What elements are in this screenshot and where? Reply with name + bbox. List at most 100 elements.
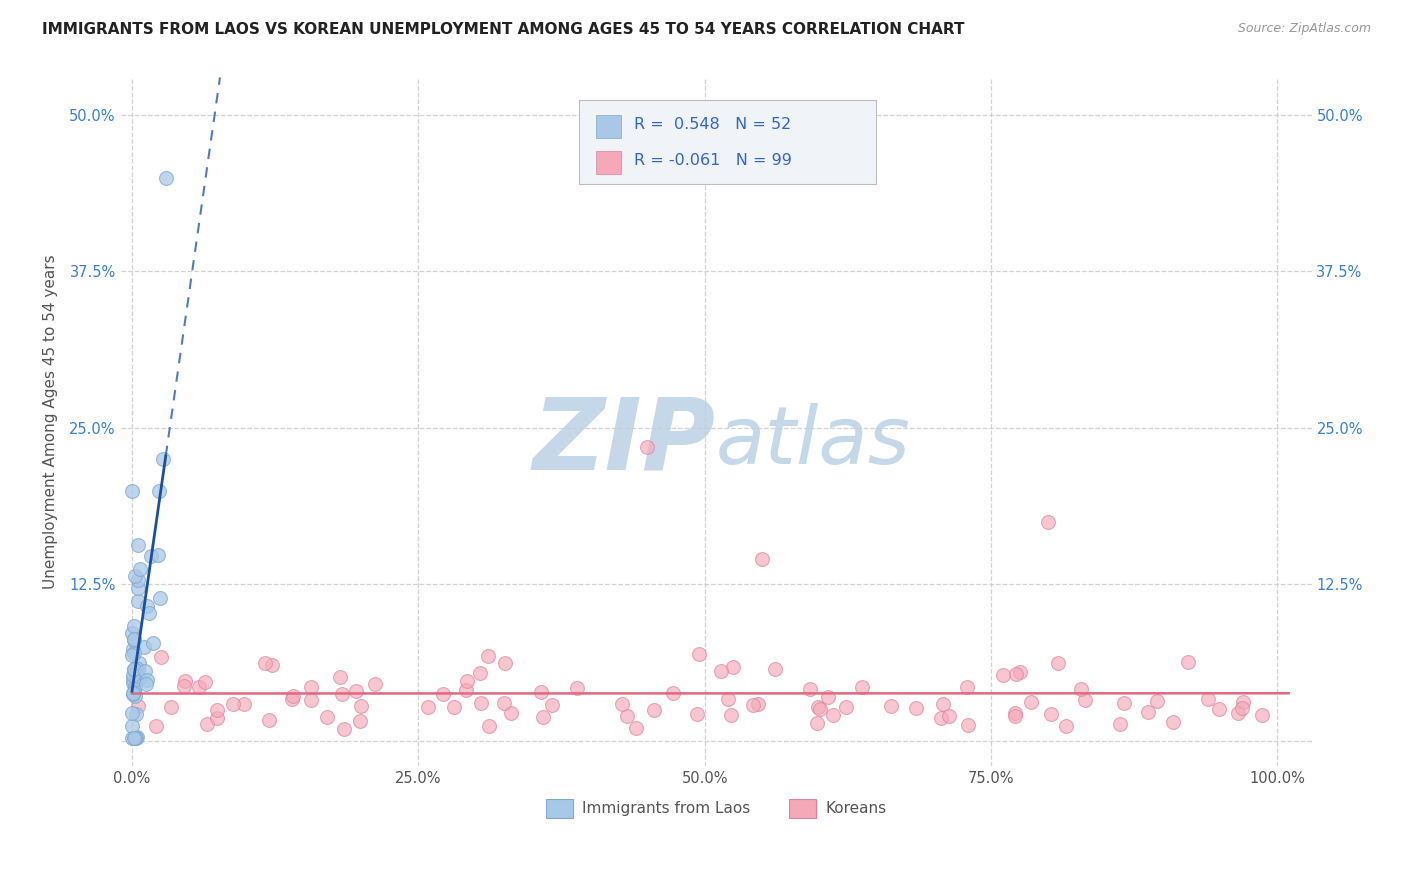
Text: Source: ZipAtlas.com: Source: ZipAtlas.com [1237,22,1371,36]
Point [135,599,157,613]
Point [124,731,146,746]
Point [330,687,353,701]
Point [350,699,373,714]
Point [349,714,371,728]
Point [121,731,143,746]
Point [808,702,831,716]
Point [129,671,152,685]
Point [610,697,633,711]
Point [443,700,465,714]
Point [139,549,162,563]
Point [129,562,152,576]
Point [281,692,304,706]
Point [124,680,146,694]
Point [316,710,339,724]
Point [121,626,143,640]
Point [418,700,440,714]
Point [187,680,209,694]
Point [124,731,146,746]
Point [1019,695,1042,709]
Point [904,701,927,715]
Point [454,682,477,697]
Point [1039,706,1062,721]
Point [456,673,478,688]
Point [195,717,218,731]
Point [124,731,146,746]
Point [122,663,145,677]
Point [1232,695,1254,709]
Text: R =  0.548   N = 52: R = 0.548 N = 52 [634,117,792,132]
Point [799,681,821,696]
Point [124,689,146,703]
Point [332,722,354,736]
Point [121,648,143,663]
Point [145,718,167,732]
Point [125,706,148,721]
Point [1008,665,1031,680]
Point [835,700,858,714]
Point [1112,696,1135,710]
Point [121,706,143,721]
Point [540,698,562,713]
Point [1070,682,1092,697]
Point [470,665,492,680]
Point [160,700,183,714]
Point [742,698,765,712]
Point [174,673,197,688]
Point [135,677,157,691]
Point [529,684,551,698]
Point [716,692,738,706]
Point [1074,692,1097,706]
Point [851,681,873,695]
Point [122,646,145,660]
Point [142,636,165,650]
Point [127,698,149,713]
Point [1197,692,1219,706]
Point [121,642,143,657]
Point [121,719,143,733]
Point [499,706,522,720]
Point [1054,718,1077,732]
Point [149,591,172,605]
Point [122,675,145,690]
Legend: Immigrants from Laos, Koreans: Immigrants from Laos, Koreans [540,793,893,823]
Point [124,731,146,746]
Point [122,685,145,699]
Point [299,693,322,707]
Point [1177,655,1199,669]
Point [232,698,254,712]
Point [721,659,744,673]
Point [283,690,305,704]
Point [747,698,769,712]
Point [207,710,229,724]
Point [624,721,647,735]
Point [155,170,177,185]
Point [1251,708,1274,723]
Point [880,699,903,714]
Text: R = -0.061   N = 99: R = -0.061 N = 99 [634,153,792,168]
Text: IMMIGRANTS FROM LAOS VS KOREAN UNEMPLOYMENT AMONG AGES 45 TO 54 YEARS CORRELATIO: IMMIGRANTS FROM LAOS VS KOREAN UNEMPLOYM… [42,22,965,37]
Point [128,656,150,670]
Point [257,714,280,728]
Point [127,581,149,595]
Point [956,718,979,732]
Point [477,648,499,663]
Point [1208,702,1230,716]
Point [763,662,786,676]
Point [956,680,979,694]
Point [260,657,283,672]
Point [821,708,844,723]
Point [127,662,149,676]
Point [121,687,143,701]
Point [931,711,953,725]
Point [1109,716,1132,731]
Point [152,452,174,467]
Point [127,573,149,587]
Point [194,675,217,690]
Text: ZIP: ZIP [533,393,716,491]
Point [1004,709,1026,723]
Point [432,687,454,701]
Point [364,677,387,691]
Point [122,633,145,648]
Point [253,656,276,670]
